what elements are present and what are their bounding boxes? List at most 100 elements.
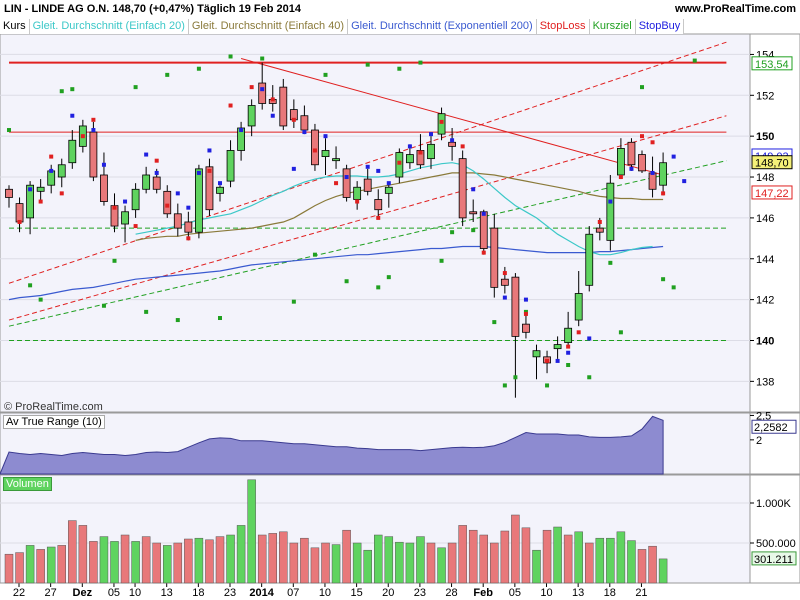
sma20-line bbox=[135, 162, 653, 256]
x-tick-label: 23 bbox=[224, 587, 236, 599]
stopbuy-dot bbox=[502, 295, 507, 300]
atr-tick-label: 2 bbox=[756, 435, 762, 447]
indicator-tabs: Kurs Gleit. Durchschnitt (Einfach 20) Glei… bbox=[0, 19, 685, 34]
candle-up bbox=[574, 293, 583, 321]
volume-bar bbox=[331, 544, 341, 584]
stopbuy-dot bbox=[523, 297, 528, 302]
volume-bar bbox=[437, 547, 446, 584]
kursziel-dot bbox=[28, 283, 33, 288]
stoploss-dot bbox=[597, 219, 602, 224]
stopbuy-dot bbox=[407, 144, 412, 149]
volume-bar bbox=[595, 537, 605, 584]
stopbuy-dot bbox=[154, 170, 159, 175]
chart-title: LIN - LINDE AG O.N. 148,70 (+0,47%) Tägl… bbox=[4, 3, 301, 15]
atr-value-box bbox=[751, 419, 797, 434]
tab-gleit-durchschnitt-einfach-20[interactable]: Gleit. Durchschnitt (Einfach 20) bbox=[29, 19, 189, 34]
kursziel-dot bbox=[312, 252, 317, 257]
stoploss-dot bbox=[80, 134, 85, 139]
x-tick-label: Feb bbox=[473, 587, 493, 599]
stopbuy-dot bbox=[386, 181, 391, 186]
volume-bar bbox=[384, 536, 394, 584]
candle-up bbox=[395, 152, 404, 178]
volume-bar bbox=[532, 549, 541, 584]
kursziel-dot bbox=[365, 62, 370, 67]
x-tick-label: 13 bbox=[572, 587, 584, 599]
stopbuy-dot bbox=[629, 166, 634, 171]
kursziel-dot bbox=[101, 303, 106, 308]
kursziel-dot bbox=[175, 318, 180, 323]
candle-down bbox=[448, 141, 457, 147]
tab-kursziel[interactable]: Kursziel bbox=[589, 19, 636, 34]
candle-up bbox=[427, 143, 435, 160]
candle-up bbox=[606, 182, 615, 241]
candle-down bbox=[15, 203, 24, 223]
volume-bar bbox=[25, 545, 35, 584]
x-tick-label: 10 bbox=[129, 587, 141, 599]
kursziel-dot bbox=[439, 258, 444, 263]
kursziel-dot bbox=[661, 277, 666, 282]
atr-panel-title[interactable]: Av True Range (10) bbox=[3, 415, 105, 429]
tab-gleit-durchschnitt-exponentiell-200[interactable]: Gleit. Durchschnitt (Exponentiell 200) bbox=[348, 19, 537, 34]
kursziel-dot bbox=[418, 60, 423, 65]
volume-bar bbox=[247, 479, 256, 584]
kursziel-dot bbox=[397, 66, 402, 71]
candle-down bbox=[258, 82, 267, 104]
tab-stopbuy[interactable]: StopBuy bbox=[635, 19, 685, 34]
stoploss-dot bbox=[355, 199, 360, 204]
stopbuy-dot bbox=[186, 205, 191, 210]
candle-up bbox=[47, 170, 56, 186]
volume-bar bbox=[152, 542, 161, 584]
volume-panel-axis bbox=[749, 474, 800, 584]
stoploss-dot bbox=[661, 191, 666, 196]
x-tick-label: 10 bbox=[540, 587, 552, 599]
candle-down bbox=[311, 129, 319, 166]
candle-up bbox=[216, 186, 224, 194]
stoploss-dot bbox=[618, 175, 623, 180]
candle-up bbox=[121, 211, 129, 225]
price-panel-axis bbox=[749, 33, 800, 413]
x-tick-label: 22 bbox=[13, 587, 25, 599]
candle-down bbox=[184, 221, 193, 233]
site-link[interactable]: www.ProRealTime.com bbox=[674, 3, 796, 15]
volume-bar bbox=[236, 525, 246, 584]
stoploss-dot bbox=[270, 97, 275, 102]
kursziel-dot bbox=[59, 89, 64, 94]
volume-bar bbox=[648, 545, 657, 584]
stoploss-dot bbox=[334, 181, 339, 186]
kursziel-dot bbox=[513, 375, 518, 380]
stoploss-dot bbox=[576, 330, 581, 335]
x-tick-label: 10 bbox=[319, 587, 331, 599]
atr-value-label: 2,2582 bbox=[754, 422, 788, 434]
volume-bar bbox=[321, 542, 330, 584]
volume-bar bbox=[553, 526, 562, 584]
kursziel-dot bbox=[112, 258, 117, 263]
volume-bar bbox=[627, 540, 636, 584]
stoploss-dot bbox=[38, 199, 43, 204]
volume-bar bbox=[395, 541, 404, 584]
candle-up bbox=[237, 127, 246, 151]
kursziel-dot bbox=[502, 383, 507, 388]
candle-down bbox=[110, 205, 119, 227]
volume-panel-title[interactable]: Volumen bbox=[3, 477, 52, 491]
volume-bar bbox=[585, 542, 594, 584]
stopbuy-dot bbox=[260, 87, 265, 92]
sma40-line bbox=[135, 172, 664, 241]
stoploss-dot bbox=[312, 148, 317, 153]
stopbuy-dot bbox=[376, 168, 381, 173]
volume-bar bbox=[447, 542, 457, 584]
kursziel-dot bbox=[640, 85, 644, 90]
tab-gleit-durchschnitt-einfach-40[interactable]: Gleit. Durchschnitt (Einfach 40) bbox=[188, 19, 349, 34]
candle-down bbox=[458, 158, 467, 219]
x-tick-label: 18 bbox=[604, 587, 616, 599]
tab-kurs[interactable]: Kurs bbox=[0, 19, 30, 34]
volume-bar bbox=[110, 541, 119, 584]
tab-stoploss[interactable]: StopLoss bbox=[536, 19, 590, 34]
candle-down bbox=[342, 168, 351, 198]
volume-bar bbox=[36, 549, 45, 584]
volume-bar bbox=[205, 539, 214, 584]
stoploss-dot bbox=[186, 236, 191, 241]
kursziel-dot bbox=[323, 72, 328, 77]
candle-down bbox=[152, 176, 161, 190]
volume-bar bbox=[46, 546, 56, 584]
x-tick-label: 27 bbox=[45, 587, 57, 599]
